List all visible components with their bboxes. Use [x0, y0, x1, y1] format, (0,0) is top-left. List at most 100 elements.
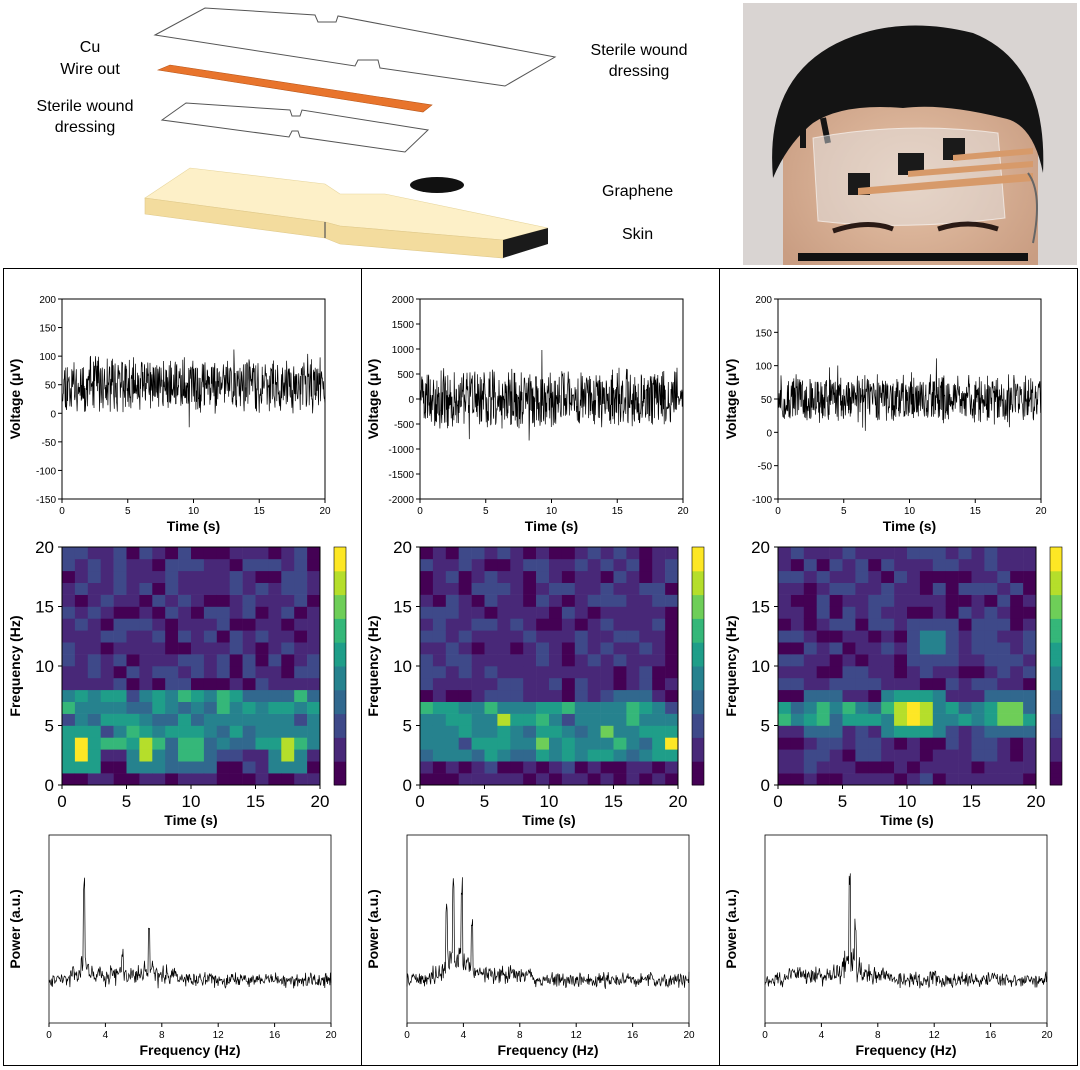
spectrogram-cell — [639, 689, 653, 702]
colorbar-segment — [334, 618, 346, 623]
spectrogram-cell — [420, 547, 434, 560]
spectrogram-cell — [958, 701, 972, 714]
spectrogram-cell — [139, 630, 153, 643]
spectrogram-x-tick-label: 0 — [773, 792, 782, 811]
spectrogram-cell — [600, 630, 614, 643]
spectrogram-cell — [203, 666, 218, 679]
spectrogram-cell — [829, 582, 843, 595]
voltage-x-tick-label: 5 — [841, 506, 847, 517]
spectrogram-cell — [281, 582, 295, 595]
spectrogram-cell — [881, 761, 895, 774]
spectrogram-cell — [971, 713, 985, 726]
spectrogram-cell — [816, 642, 830, 655]
voltage-x-tick-label: 20 — [1035, 506, 1047, 517]
spectrogram-cell — [62, 725, 76, 738]
spectrogram-cell — [281, 689, 295, 702]
spectrogram-x-tick-label: 0 — [57, 792, 66, 811]
spectrogram-cell — [549, 606, 563, 619]
spectrogram-cell — [255, 618, 269, 631]
spectrogram-cell — [984, 570, 998, 583]
spectrogram-cell — [100, 618, 114, 631]
spectrogram-cell — [561, 547, 576, 560]
spectrogram-cell — [600, 642, 614, 655]
spectrogram-cell — [523, 558, 537, 572]
spectrogram-cell — [203, 749, 218, 762]
colorbar-segment — [692, 558, 704, 564]
spectrogram-cell — [1023, 642, 1037, 655]
spectrogram-cell — [100, 642, 114, 655]
spectrogram-cell — [484, 618, 498, 631]
spectrogram-cell — [268, 558, 282, 572]
colorbar-segment — [1050, 582, 1062, 588]
spectrogram-cell — [510, 618, 524, 631]
spectrogram-cell — [945, 642, 959, 655]
spectrogram-cell — [458, 582, 472, 595]
spectrogram-cell — [613, 713, 627, 726]
spectrogram-cell — [855, 773, 869, 786]
spectrogram-cell — [126, 749, 140, 762]
spectrogram-y-tick-label: 20 — [35, 538, 54, 557]
spectrogram-cell — [497, 677, 511, 691]
spectrogram-cell — [536, 570, 550, 583]
spectrogram-cell — [471, 630, 485, 643]
colorbar-segment — [1050, 693, 1062, 699]
spectrogram-cell — [868, 761, 882, 774]
spectrogram-cell — [307, 737, 321, 750]
spectrogram-cell — [829, 654, 843, 667]
spectrogram-cell — [242, 773, 256, 786]
spectrogram-cell — [945, 618, 959, 631]
spectrogram-cell — [587, 761, 601, 774]
spectrogram-cell — [113, 725, 127, 738]
spectrogram-cell — [307, 618, 321, 631]
spectrogram-cell — [523, 737, 537, 750]
spectrogram-cell — [1010, 666, 1024, 679]
spectrogram-cell — [997, 773, 1011, 786]
spectrogram-cell — [1023, 558, 1037, 572]
spectrogram-cell — [803, 737, 817, 750]
spectrogram-cell — [445, 642, 459, 655]
spectrogram-cell — [1010, 737, 1024, 750]
spectrogram-cell — [536, 630, 550, 643]
spectrogram-cell — [574, 558, 588, 572]
colorbar-segment — [334, 685, 346, 691]
face-with-electrodes-photo — [743, 3, 1077, 265]
spectrogram-cell — [1023, 737, 1037, 750]
colorbar-segment — [334, 669, 346, 675]
spectrogram-cell — [420, 677, 434, 691]
spectrogram-cell — [87, 761, 101, 774]
spectrogram-cell — [958, 547, 972, 560]
spectrogram-cell — [907, 761, 921, 774]
spectrogram-cell — [165, 713, 179, 726]
spectrogram-cell — [587, 773, 601, 786]
spectrogram-cell — [997, 689, 1011, 702]
spectrogram-cell — [881, 547, 895, 560]
spectrogram-cell — [829, 773, 843, 786]
graphene-label: Graphene — [602, 183, 674, 200]
spectrogram-cell — [907, 642, 921, 655]
colorbar-segment — [1050, 781, 1062, 786]
spectrogram-cell — [113, 618, 127, 631]
spectrogram-cell — [803, 689, 817, 702]
sterile-right-label-1: Sterile wound — [590, 42, 688, 59]
spectrogram-cell — [510, 547, 524, 560]
spectrogram-cell — [803, 761, 817, 774]
spectrogram-cell — [816, 689, 830, 702]
spectrogram-cell — [307, 582, 321, 595]
spectrogram-cell — [932, 666, 946, 679]
spectrogram-cell — [203, 547, 218, 560]
spectrogram-cell — [932, 558, 946, 572]
spectrogram-cell — [216, 689, 230, 702]
spectrogram-cell — [790, 582, 805, 595]
spectrogram-cell — [139, 582, 153, 595]
spectrogram-cell — [626, 606, 640, 619]
spectrogram-cell — [294, 630, 308, 643]
voltage-y-axis-label: Voltage (μV) — [365, 359, 381, 440]
spectrogram-cell — [536, 606, 550, 619]
spectrogram-cell — [420, 582, 434, 595]
spectrogram-cell — [561, 594, 576, 607]
spectrogram-cell — [536, 666, 550, 679]
spectrogram-cell — [139, 773, 153, 786]
power-x-tick-label: 8 — [875, 1030, 881, 1041]
